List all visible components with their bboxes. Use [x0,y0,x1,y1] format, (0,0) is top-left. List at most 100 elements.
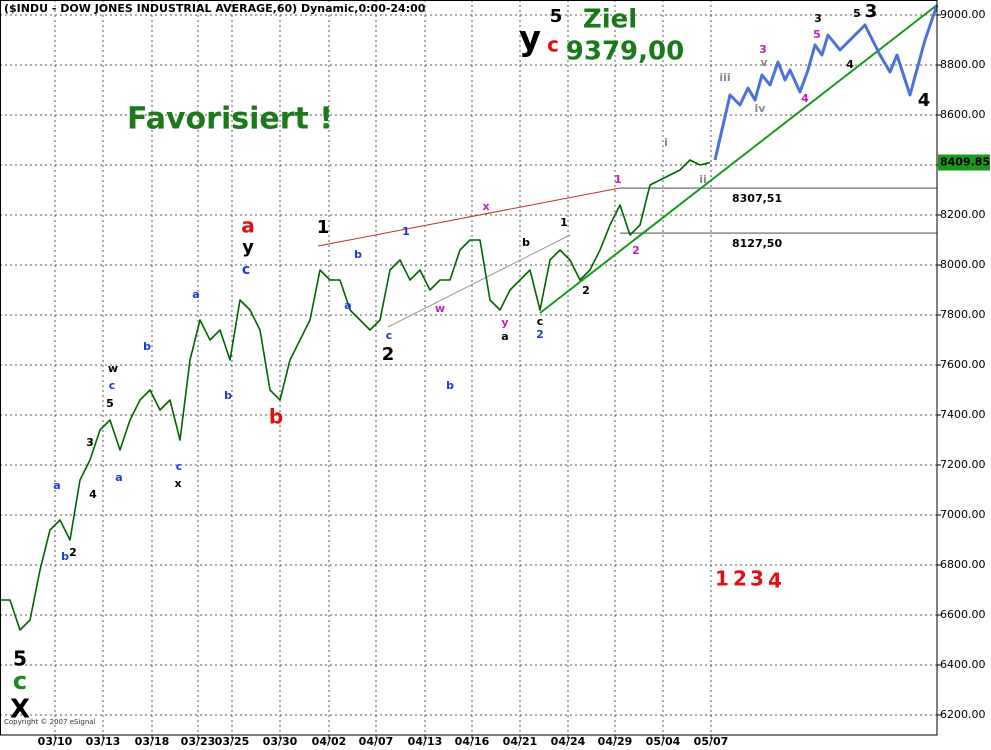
wave-label: 4 [918,90,931,111]
wave-label: c [176,460,183,473]
y-tick-label: 8000.00 [940,258,986,271]
wave-label: 2 [733,567,747,591]
wave-label: c [547,33,559,57]
x-tick-label: 04/24 [551,735,586,748]
x-tick-label: 04/07 [359,735,394,748]
wave-label: 2 [582,284,590,297]
wave-label: 9379,00 [566,37,684,67]
wave-label: y [501,316,508,329]
wave-label: 4 [846,58,854,71]
series-line [0,159,711,631]
wave-label: iii [719,71,730,84]
wave-label: c [386,329,393,342]
chart-title: ($INDU - DOW JONES INDUSTRIAL AVERAGE,60… [4,2,426,15]
x-tick-label: 04/16 [455,735,490,748]
trendline [387,234,571,328]
wave-label: c [242,262,250,278]
y-tick-label: 9000.00 [940,8,986,21]
x-tick-label: 04/29 [598,735,633,748]
wave-label: b [269,405,283,429]
wave-label: 5 [106,397,114,410]
wave-label: 2 [536,328,544,341]
y-tick-label: 6200.00 [940,708,986,721]
wave-label: v [760,56,768,69]
level-label: 8127,50 [732,237,782,250]
wave-label: 1 [560,216,568,229]
y-tick-label: 6600.00 [940,608,986,621]
wave-label: ii [699,173,707,186]
wave-label: 3 [759,43,767,56]
wave-label: a [53,479,60,492]
wave-label: 3 [814,12,822,25]
y-tick-label: 7600.00 [940,358,986,371]
wave-label: y [242,237,254,258]
wave-label: y [519,19,541,59]
labels: 6200.00 6400.00 6600.00 6800.00 7000.00 7200.… [10,1,990,748]
wave-label: 2 [632,244,640,257]
wave-label: w [108,362,118,375]
wave-label: Favorisiert ! [127,102,333,137]
wave-label: X [10,695,30,725]
wave-label: 1 [715,567,729,591]
wave-label: Ziel [583,5,637,35]
wave-label: a [115,471,122,484]
x-tick-label: 05/07 [694,735,729,748]
x-tick-label: 04/02 [312,735,347,748]
wave-label: 5 [813,28,821,41]
y-tick-label: 7200.00 [940,458,986,471]
wave-label: b [61,550,69,563]
wave-label: 2 [382,344,395,365]
last-price-box [938,154,990,171]
wave-label: c [13,667,27,695]
y-tick-label: 7800.00 [940,308,986,321]
wave-label: w [435,302,445,315]
wave-label: a [192,288,199,301]
y-tick-label: 7400.00 [940,408,986,421]
wave-label: 3 [86,436,94,449]
wave-label: 4 [89,488,97,501]
wave-label: b [143,340,151,353]
y-tick-label: 7000.00 [940,508,986,521]
x-tick-label: 04/13 [408,735,443,748]
wave-label: 1 [614,173,622,186]
wave-label: x [482,200,489,213]
wave-label: c [109,379,116,392]
wave-label: a [241,214,255,238]
y-tick-label: 6400.00 [940,658,986,671]
x-tick-label: 05/04 [646,735,681,748]
marks [0,4,939,631]
wave-label: b [446,379,454,392]
wave-label: 3 [865,1,878,22]
y-tick-label: 6800.00 [940,558,986,571]
wave-label: 1 [317,217,330,238]
x-tick-label: 03/10 [38,735,73,748]
wave-label: iv [755,102,767,115]
x-tick-label: 03/18 [135,735,170,748]
level-label: 8307,51 [732,192,782,205]
wave-label: 2 [69,546,77,559]
y-tick-label: 8800.00 [940,58,986,71]
wave-label: 5 [550,6,563,27]
wave-label: c [537,315,544,328]
wave-label: 5 [853,7,861,20]
wave-label: a [344,299,351,312]
y-tick-label: 8200.00 [940,208,986,221]
wave-label: 4 [801,92,809,105]
wave-label: x [174,477,181,490]
copyright: Copyright © 2007 eSignal [4,718,96,726]
wave-label: a [501,330,508,343]
wave-label: b [522,236,530,249]
wave-label: i [664,136,668,149]
last-price-label: 8409.85 [940,156,990,169]
wave-label: 1 [402,225,410,238]
wave-label: 5 [13,647,27,671]
x-tick-label: 04/21 [503,735,538,748]
wave-label: b [224,389,232,402]
plot-border [0,0,938,736]
y-tick-label: 8600.00 [940,108,986,121]
x-tick-label: 03/23 [181,735,216,748]
wave-label: 4 [768,569,782,593]
trendline [539,4,938,314]
series-line [713,4,939,161]
